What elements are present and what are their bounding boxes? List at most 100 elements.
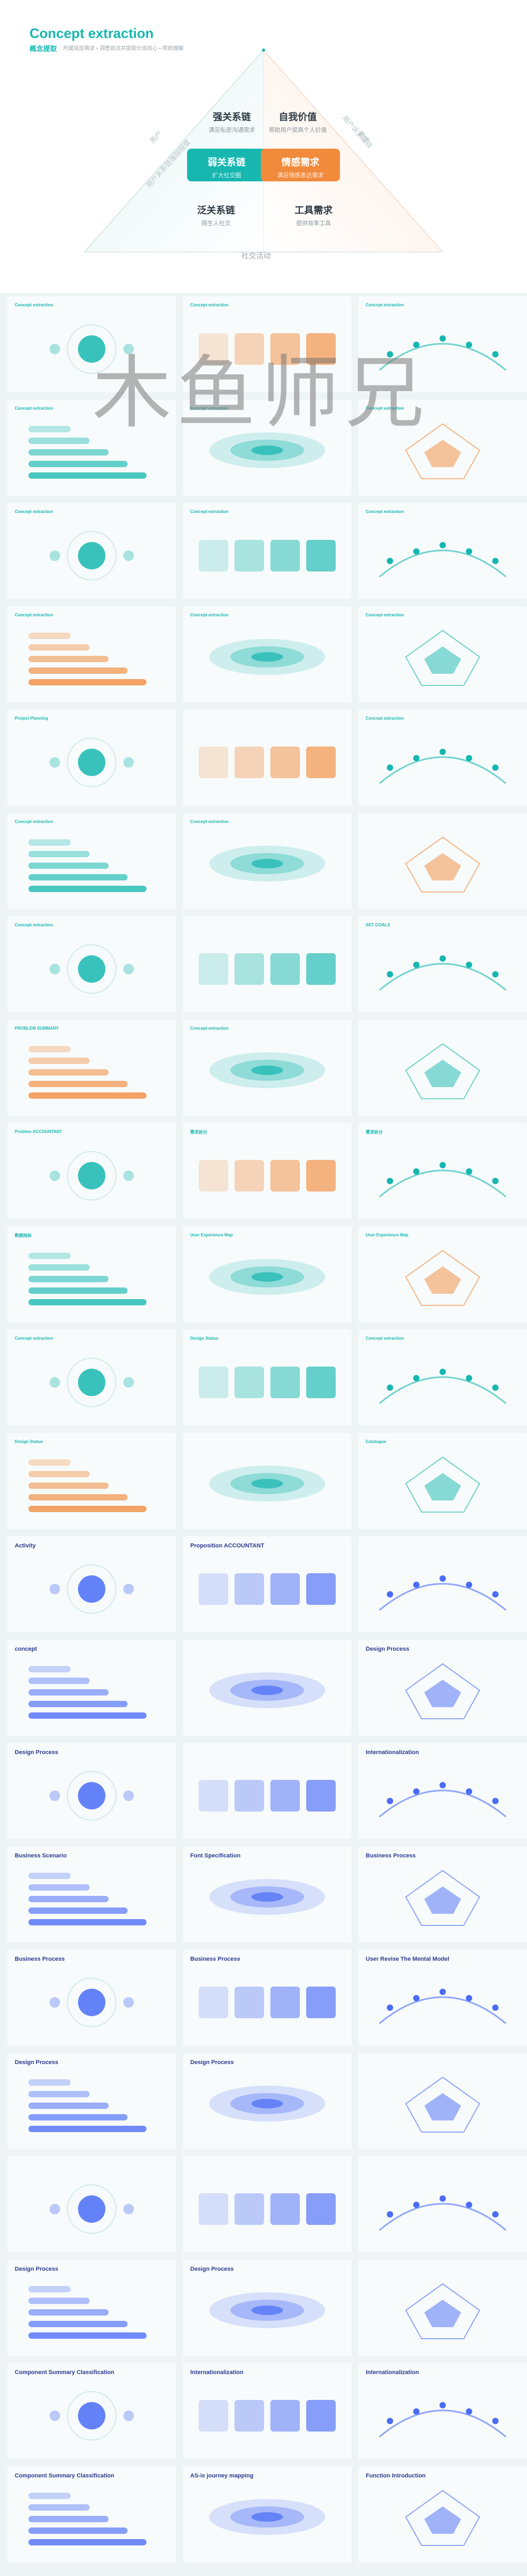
slide-thumbnail[interactable]: User Experience Map xyxy=(183,1226,352,1322)
slide-thumbnail[interactable]: 需求拆分 xyxy=(183,1123,352,1219)
slide-thumbnail[interactable]: Problem ACCOUNTANT xyxy=(7,1123,176,1219)
slide-thumbnail[interactable]: Design Process xyxy=(183,2260,352,2356)
slide-thumbnail[interactable]: User Revise The Mental Model xyxy=(358,1950,527,2046)
slide-thumbnail[interactable]: Function Introduction xyxy=(358,2466,527,2562)
slide-graphic xyxy=(28,1253,147,1305)
slide-thumbnail[interactable]: 需求拆分 xyxy=(358,1123,527,1219)
slide-thumbnail[interactable]: Design Process xyxy=(7,1743,176,1839)
slide-thumbnail[interactable] xyxy=(183,1433,352,1529)
slide-thumbnail[interactable] xyxy=(358,1020,527,1116)
slide-thumbnail[interactable]: Concept extraction xyxy=(7,503,176,599)
slide-thumbnail[interactable] xyxy=(183,1640,352,1736)
slide-thumbnail[interactable]: Concept extraction xyxy=(183,296,352,392)
slide-thumbnail[interactable] xyxy=(183,710,352,806)
slide-thumbnail[interactable]: Catalogue xyxy=(358,1433,527,1529)
slide-thumbnail[interactable]: PROBLEM SUMMARY xyxy=(7,1020,176,1116)
slide-thumbnail[interactable]: Business Scenario xyxy=(7,1846,176,1942)
slide-graphic xyxy=(199,1987,336,2018)
slide-graphic xyxy=(28,426,147,479)
node-self-value: 自我价值 帮助用户提高个人价值 xyxy=(258,110,337,134)
slide-thumbnail[interactable] xyxy=(358,813,527,909)
slide-thumbnail[interactable]: Business Process xyxy=(7,1950,176,2046)
slide-thumbnail[interactable] xyxy=(358,2156,527,2252)
slide-caption: Component Summary Classification xyxy=(15,2369,114,2376)
slide-thumbnail[interactable]: Proposition ACCOUNTANT xyxy=(183,1536,352,1632)
slide-thumbnail[interactable]: Design Process xyxy=(7,2260,176,2356)
slide-graphic xyxy=(209,639,325,675)
slide-thumbnail[interactable]: Concept extraction xyxy=(183,813,352,909)
slide-thumbnail[interactable] xyxy=(7,2156,176,2252)
slide-graphic xyxy=(199,1160,336,1192)
slide-thumbnail[interactable]: Component Summary Classification xyxy=(7,2466,176,2562)
slide-thumbnail[interactable]: Concept extraction xyxy=(7,400,176,496)
node-title: 自我价值 xyxy=(279,112,317,122)
slide-graphic xyxy=(28,839,147,892)
slide-graphic xyxy=(50,531,134,580)
slide-graphic xyxy=(199,1367,336,1398)
slide-caption: User Experience Map xyxy=(190,1233,233,1237)
slide-graphic xyxy=(405,630,481,686)
slide-thumbnail[interactable]: Concept extraction xyxy=(183,606,352,702)
slide-thumbnail[interactable] xyxy=(183,1743,352,1839)
slide-thumbnail[interactable]: Concept extraction xyxy=(183,1020,352,1116)
slide-caption: Internationalization xyxy=(190,2369,243,2376)
slide-thumbnail[interactable]: Font Specification xyxy=(183,1846,352,1942)
slide-caption: Design Process xyxy=(15,2059,58,2066)
slide-thumbnail[interactable]: Internationalization xyxy=(358,2363,527,2459)
slide-thumbnail[interactable]: Design Process xyxy=(183,2053,352,2149)
slide-thumbnail[interactable]: Concept extraction xyxy=(358,606,527,702)
slide-thumbnail[interactable]: Design Process xyxy=(358,1640,527,1736)
slide-thumbnail[interactable]: Activity xyxy=(7,1536,176,1632)
slide-thumbnail[interactable] xyxy=(183,916,352,1012)
slide-thumbnail[interactable] xyxy=(358,2260,527,2356)
node-subtitle: 满足私密沟通需求 xyxy=(209,127,255,133)
slide-graphic xyxy=(50,1151,134,1200)
slide-thumbnail[interactable]: Component Summary Classification xyxy=(7,2363,176,2459)
slide-thumbnail[interactable]: SET GOALS xyxy=(358,916,527,1012)
slide-thumbnail[interactable]: User Experience Map xyxy=(358,1226,527,1322)
slide-caption: Concept extraction xyxy=(15,406,53,411)
slide-graphic xyxy=(405,2076,481,2133)
slide-caption: AS-is journey mapping xyxy=(190,2473,253,2479)
slide-thumbnail[interactable]: Concept extraction xyxy=(358,710,527,806)
slide-thumbnail[interactable]: Concept extraction xyxy=(7,916,176,1012)
slide-graphic xyxy=(379,2402,506,2438)
slide-caption: Concept extraction xyxy=(15,923,53,927)
slide-thumbnail[interactable]: Business Process xyxy=(358,1846,527,1942)
slide-graphic xyxy=(379,1575,506,1611)
slide-thumbnail[interactable]: Internationalization xyxy=(183,2363,352,2459)
slide-thumbnail[interactable]: Design Process xyxy=(7,2053,176,2149)
slide-thumbnail[interactable] xyxy=(183,2156,352,2252)
slide-thumbnail[interactable]: Design Status xyxy=(183,1330,352,1426)
slide-thumbnail[interactable]: Project Planning xyxy=(7,710,176,806)
slide-thumbnail[interactable]: 数据指标 xyxy=(7,1226,176,1322)
slide-thumbnail[interactable]: Concept extraction xyxy=(7,1330,176,1426)
slide-thumbnail[interactable]: Internationalization xyxy=(358,1743,527,1839)
slide-thumbnail[interactable]: Concept extraction xyxy=(7,296,176,392)
slide-thumbnail[interactable]: Design Status xyxy=(7,1433,176,1529)
slide-caption: Font Specification xyxy=(190,1853,241,1859)
slide-caption: Design Status xyxy=(15,1439,43,1444)
slide-thumbnail[interactable]: Concept extraction xyxy=(183,503,352,599)
slide-thumbnail[interactable]: Business Process xyxy=(183,1950,352,2046)
slide-graphic xyxy=(379,1369,506,1405)
slide-thumbnail[interactable]: Concept extraction xyxy=(358,400,527,496)
slide-graphic xyxy=(199,1573,336,1605)
slide-thumbnail[interactable]: Concept extraction xyxy=(358,1330,527,1426)
slide-graphic xyxy=(199,2193,336,2225)
slide-thumbnail[interactable]: Concept extraction xyxy=(7,813,176,909)
node-emotional-need: 情感需求 满足情感表达需求 xyxy=(261,149,340,181)
slide-thumbnail[interactable]: Concept extraction xyxy=(183,400,352,496)
node-subtitle: 提供效率工具 xyxy=(296,220,331,227)
node-weak-relation: 弱关系链 扩大社交圈 xyxy=(187,149,266,181)
slide-thumbnail[interactable]: AS-is journey mapping xyxy=(183,2466,352,2562)
slide-thumbnail[interactable]: concept xyxy=(7,1640,176,1736)
slide-caption: Concept extraction xyxy=(190,509,229,514)
slide-graphic xyxy=(209,2086,325,2122)
slide-graphic xyxy=(199,953,336,985)
slide-thumbnail[interactable]: Concept extraction xyxy=(358,296,527,392)
slide-thumbnail[interactable]: Concept extraction xyxy=(358,503,527,599)
slide-thumbnail[interactable] xyxy=(358,1536,527,1632)
slide-thumbnail[interactable] xyxy=(358,2053,527,2149)
slide-thumbnail[interactable]: Concept extraction xyxy=(7,606,176,702)
